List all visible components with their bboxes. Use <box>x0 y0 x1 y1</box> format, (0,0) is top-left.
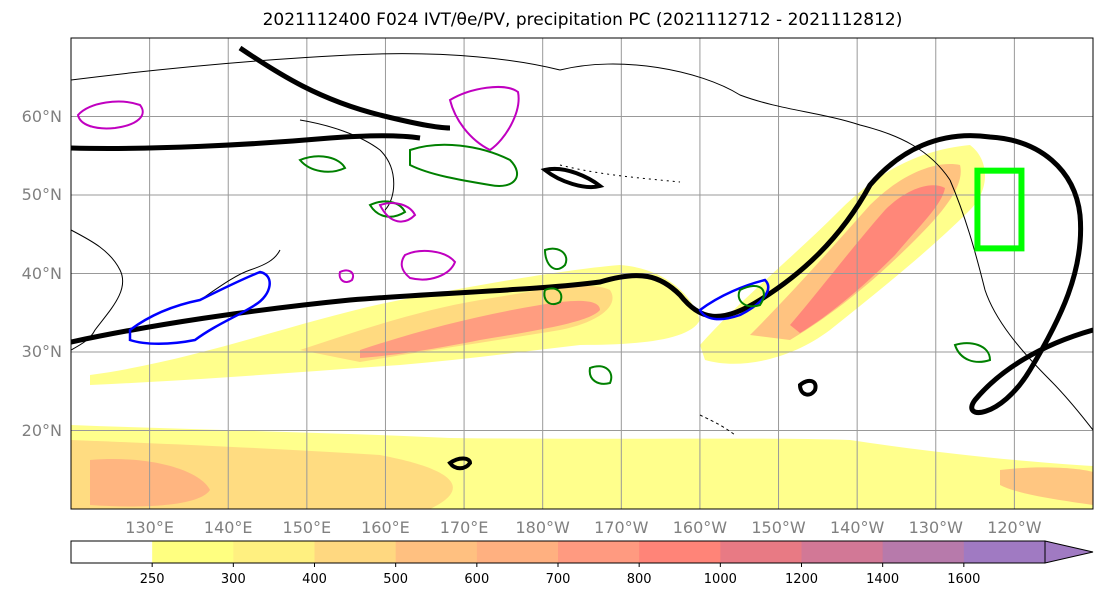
coast-aleutians <box>559 164 681 183</box>
pv-other-contour-2 <box>448 85 520 152</box>
lon-tick-label: 160°W <box>672 518 728 537</box>
pv-positive-contour-2 <box>543 247 568 270</box>
lon-tick-label: 130°E <box>125 518 174 537</box>
colorbar-segment <box>558 541 640 563</box>
lon-tick-label: 150°E <box>282 518 332 537</box>
colorbar-segment <box>395 541 478 563</box>
lon-tick-label: 160°E <box>361 518 410 537</box>
lat-tick-label: 30°N <box>21 342 62 361</box>
colorbar-tick-label: 700 <box>545 572 571 587</box>
colorbar-segment <box>314 541 397 563</box>
lon-tick-label: 180°W <box>515 518 570 537</box>
pv-other-contour-3 <box>400 249 457 281</box>
lon-tick-label: 140°E <box>203 518 253 537</box>
colorbar-segment <box>720 541 802 563</box>
colorbar-tick-label: 600 <box>464 572 490 587</box>
coastlines <box>71 53 1093 436</box>
colorbar <box>70 540 1094 567</box>
theta-e-contour-blob-2 <box>797 378 818 397</box>
coast-japan <box>199 249 281 301</box>
colorbar-segment <box>639 541 721 563</box>
pv-negative-contour-japan <box>128 270 271 345</box>
ivt-band-tropical-east <box>1000 467 1093 505</box>
lat-tick-label: 60°N <box>21 106 62 126</box>
colorbar-segment <box>476 541 559 563</box>
lon-tick-label: 120°W <box>987 518 1042 537</box>
lat-tick-label: 40°N <box>21 263 62 283</box>
colorbar-segment <box>963 541 1046 563</box>
colorbar-tick-label: 1200 <box>784 572 819 587</box>
colorbar-segment <box>71 541 153 563</box>
pv-negative-contour-pacific <box>698 278 770 321</box>
theta-e-contour-blob-3 <box>447 456 473 471</box>
pv-positive-contour-7 <box>298 155 347 173</box>
pv-other-contour-5 <box>338 269 354 283</box>
map-frame <box>70 37 1094 510</box>
pv-positive-contour-4 <box>737 285 765 308</box>
contour-lines <box>71 45 1093 471</box>
pv-other-contour-4 <box>378 202 417 223</box>
ivt-ar-east-800 <box>790 185 945 333</box>
coast-kamchatka <box>299 119 395 211</box>
colorbar-tick-label: 400 <box>302 572 327 587</box>
lon-tick-label: 170°W <box>594 518 649 537</box>
pv-positive-contour-5 <box>588 365 613 385</box>
colorbar-segment <box>152 541 234 563</box>
pv-positive-contour-6 <box>953 342 992 363</box>
colorbar-tick-label: 1400 <box>866 572 900 587</box>
lon-tick-label: 150°W <box>751 518 806 537</box>
colorbar-segment <box>882 541 965 563</box>
theta-e-contour-siberia <box>238 45 451 131</box>
coast-alaska <box>559 63 951 181</box>
colorbar-tick-label: 300 <box>220 572 246 587</box>
colorbar-tick-label: 500 <box>383 572 409 587</box>
colorbar-extend-arrow <box>1044 540 1094 564</box>
target-region-box <box>974 167 1025 252</box>
colorbar-tick-label: 250 <box>139 572 165 587</box>
colorbar-segment <box>801 541 884 563</box>
chart-title: 2021112400 F024 IVT/θe/PV, precipitation… <box>262 10 903 30</box>
pv-positive-contour-8 <box>368 200 407 218</box>
theta-e-contour-main <box>71 133 1093 415</box>
map-gridlines <box>71 38 1093 509</box>
lon-tick-label: 140°W <box>829 518 885 537</box>
coast-siberia <box>71 53 561 81</box>
lon-tick-label: 130°W <box>908 518 963 537</box>
ivt-ar-west-700 <box>360 300 600 358</box>
theta-e-contour-blob-1 <box>540 166 605 189</box>
theta-e-contour-north <box>71 133 421 151</box>
coast-north-america <box>949 179 1093 431</box>
ivt-shading <box>71 145 1093 509</box>
colorbar-segment <box>233 541 315 563</box>
coast-hawaii <box>699 414 736 436</box>
colorbar-tick-label: 800 <box>626 572 652 587</box>
pv-other-contour-1 <box>76 100 144 130</box>
lon-tick-label: 170°E <box>439 518 489 537</box>
pv-positive-contour-3 <box>543 287 563 306</box>
colorbar-tick-label: 1600 <box>947 572 981 587</box>
lat-tick-label: 20°N <box>21 420 62 440</box>
colorbar-tick-label: 1000 <box>703 572 737 587</box>
lat-tick-label: 50°N <box>21 185 62 204</box>
pv-positive-contour-1 <box>409 143 519 187</box>
